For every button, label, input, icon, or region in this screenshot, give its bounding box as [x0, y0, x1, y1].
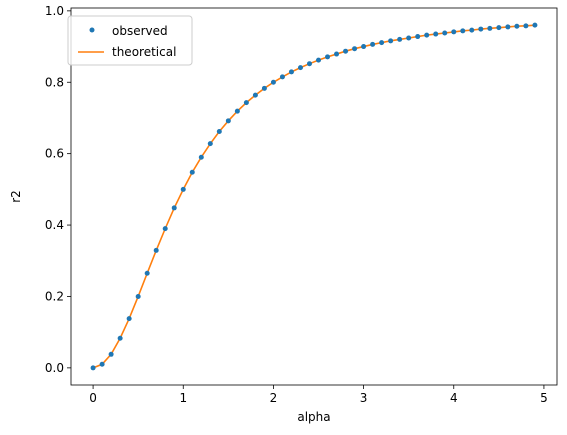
data-point-observed	[469, 27, 475, 33]
data-point-observed	[171, 205, 177, 211]
x-axis-label: alpha	[297, 410, 330, 424]
data-point-observed	[442, 30, 448, 36]
data-point-observed	[225, 118, 231, 124]
data-point-observed	[279, 74, 285, 80]
data-point-observed	[325, 54, 331, 60]
data-point-observed	[207, 141, 213, 147]
data-point-observed	[334, 51, 340, 57]
data-point-observed	[478, 26, 484, 32]
data-point-observed	[216, 129, 222, 135]
data-point-observed	[460, 28, 466, 34]
y-axis: 0.0 0.2 0.4 0.6 0.8 1.0	[45, 4, 71, 375]
legend-label-theoretical: theoretical	[112, 45, 176, 59]
x-tick-label: 0	[89, 391, 97, 405]
data-point-observed	[496, 25, 502, 31]
x-tick-label: 2	[270, 391, 278, 405]
data-point-observed	[270, 79, 276, 85]
data-point-observed	[424, 32, 430, 38]
data-point-observed	[153, 247, 159, 253]
data-point-observed	[451, 29, 457, 35]
data-point-observed	[406, 35, 412, 41]
y-axis-label: r2	[9, 190, 23, 203]
data-point-observed	[135, 293, 141, 299]
data-point-observed	[117, 335, 123, 341]
data-point-observed	[487, 25, 493, 31]
data-point-observed	[523, 23, 529, 29]
legend-label-observed: observed	[112, 24, 168, 38]
x-tick-label: 1	[179, 391, 187, 405]
x-tick-label: 4	[450, 391, 458, 405]
legend: observed theoretical	[67, 15, 193, 66]
data-point-observed	[189, 169, 195, 175]
data-point-observed	[180, 186, 186, 192]
data-point-observed	[415, 34, 421, 40]
y-tick-label: 1.0	[45, 4, 64, 18]
data-point-observed	[243, 100, 249, 106]
data-point-observed	[144, 270, 150, 276]
data-point-observed	[99, 361, 105, 367]
data-point-observed	[505, 24, 511, 30]
x-tick-label: 5	[540, 391, 548, 405]
data-point-observed	[361, 44, 367, 50]
data-point-observed	[316, 57, 322, 63]
y-tick-label: 0.4	[45, 218, 64, 232]
plot-area	[90, 22, 538, 371]
data-point-observed	[126, 316, 132, 322]
data-point-observed	[198, 154, 204, 160]
data-point-observed	[514, 23, 520, 29]
data-point-observed	[297, 65, 303, 71]
y-tick-label: 0.6	[45, 147, 64, 161]
data-point-observed	[90, 365, 96, 371]
legend-marker-observed	[89, 27, 95, 33]
data-point-observed	[343, 48, 349, 54]
y-tick-label: 0.0	[45, 361, 64, 375]
x-tick-label: 3	[360, 391, 368, 405]
data-point-observed	[352, 46, 358, 52]
data-point-observed	[234, 108, 240, 114]
data-point-observed	[388, 38, 394, 44]
data-point-observed	[288, 69, 294, 75]
data-point-observed	[379, 40, 385, 46]
data-point-observed	[370, 41, 376, 47]
data-point-observed	[397, 36, 403, 42]
y-tick-label: 0.2	[45, 289, 64, 303]
data-point-observed	[261, 85, 267, 91]
data-point-observed	[306, 61, 312, 67]
data-point-observed	[532, 22, 538, 28]
data-point-observed	[252, 92, 258, 98]
data-point-observed	[162, 226, 168, 232]
y-tick-label: 0.8	[45, 75, 64, 89]
axes-frame	[70, 7, 558, 386]
data-point-observed	[108, 351, 114, 357]
x-axis: 0 1 2 3 4 5	[89, 385, 548, 405]
data-point-observed	[433, 31, 439, 37]
